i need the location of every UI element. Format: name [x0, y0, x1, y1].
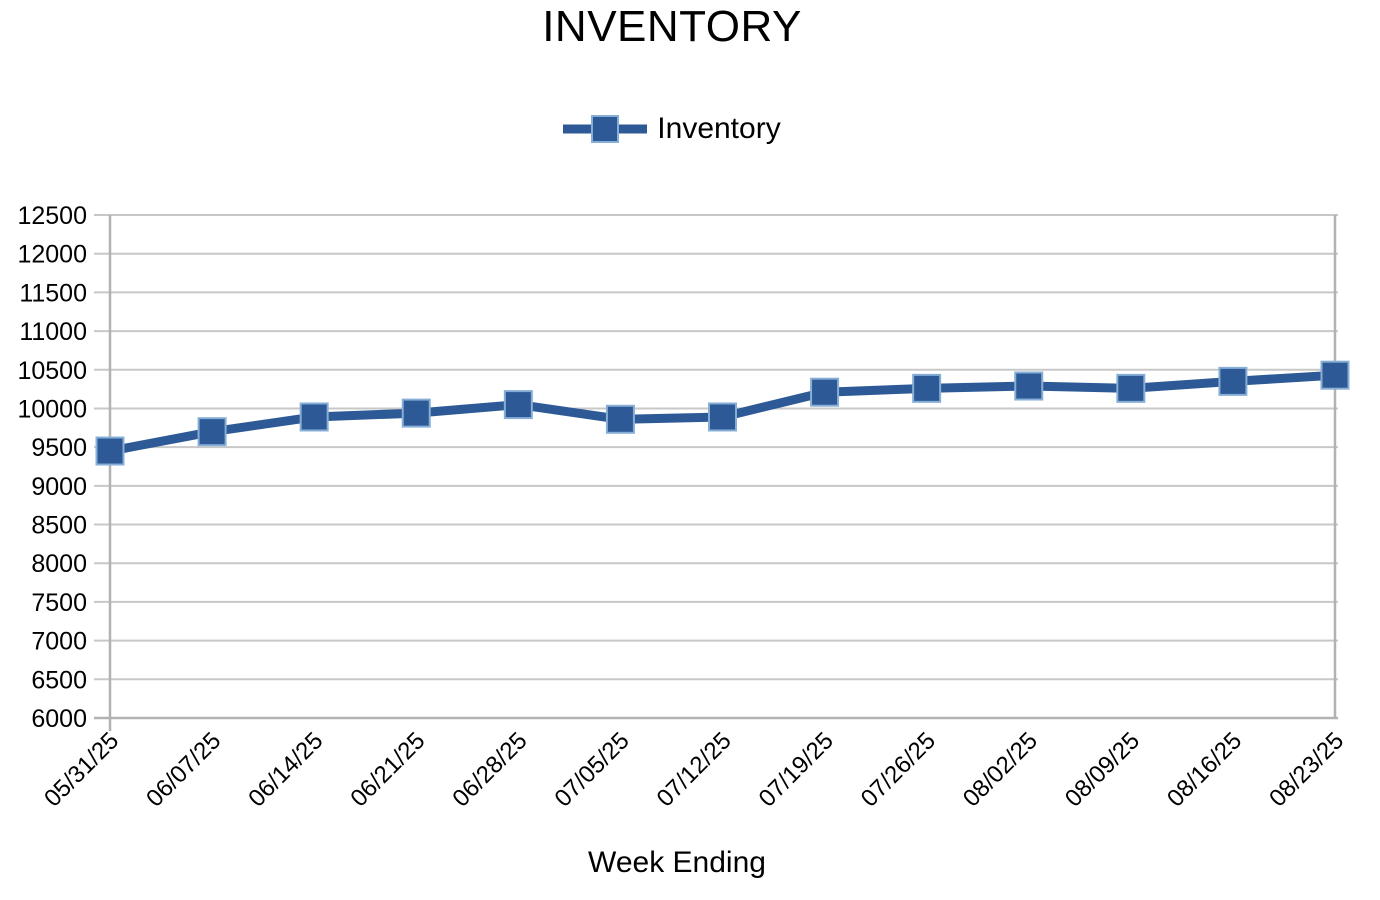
- data-point-marker: [299, 402, 329, 432]
- legend-series-label: Inventory: [657, 112, 781, 145]
- data-point-marker: [401, 398, 431, 428]
- x-tick-label: 08/16/25: [1162, 727, 1247, 812]
- legend: Inventory: [0, 112, 1344, 146]
- x-tick-label: 06/14/25: [243, 727, 328, 812]
- data-point-marker: [197, 417, 227, 447]
- x-axis-title: Week Ending: [588, 846, 766, 879]
- y-tick-label: 6500: [31, 666, 87, 694]
- y-tick-label: 8000: [31, 550, 87, 578]
- x-tick-label: 06/21/25: [345, 727, 430, 812]
- x-tick-label: 08/23/25: [1264, 727, 1349, 812]
- x-tick-label: 05/31/25: [39, 727, 124, 812]
- data-point-marker: [708, 402, 737, 432]
- y-tick-label: 9000: [31, 473, 87, 501]
- data-point-marker: [1014, 371, 1044, 401]
- legend-marker-icon: [563, 115, 648, 143]
- x-tick-label: 07/12/25: [652, 727, 737, 812]
- y-tick-label: 10000: [17, 395, 87, 423]
- y-tick-label: 6000: [31, 705, 87, 733]
- y-tick-label: 11000: [19, 318, 87, 346]
- data-point-marker: [1218, 366, 1248, 396]
- x-tick-label: 06/07/25: [141, 727, 226, 812]
- data-point-marker: [503, 390, 533, 420]
- x-tick-label: 08/09/25: [1060, 727, 1145, 812]
- y-tick-label: 12000: [17, 241, 87, 269]
- x-tick-label: 07/26/25: [856, 727, 941, 812]
- x-tick-label: 07/19/25: [754, 727, 839, 812]
- y-tick-label: 9500: [31, 434, 87, 462]
- data-point-marker: [1116, 373, 1146, 403]
- data-point-marker: [810, 377, 840, 407]
- y-tick-label: 11500: [19, 279, 87, 307]
- y-tick-label: 12500: [17, 202, 87, 230]
- chart-title: INVENTORY: [542, 2, 802, 51]
- x-tick-label: 08/02/25: [958, 727, 1043, 812]
- y-tick-label: 8500: [31, 512, 87, 540]
- data-point-marker: [912, 373, 942, 403]
- x-tick-label: 07/05/25: [550, 727, 635, 812]
- y-tick-label: 7500: [31, 589, 87, 617]
- x-tick-label: 06/28/25: [447, 727, 532, 812]
- y-tick-label: 10500: [17, 357, 87, 385]
- data-point-marker: [95, 436, 125, 466]
- data-point-marker: [1320, 360, 1350, 390]
- data-point-marker: [605, 404, 635, 434]
- y-tick-label: 7000: [31, 628, 87, 656]
